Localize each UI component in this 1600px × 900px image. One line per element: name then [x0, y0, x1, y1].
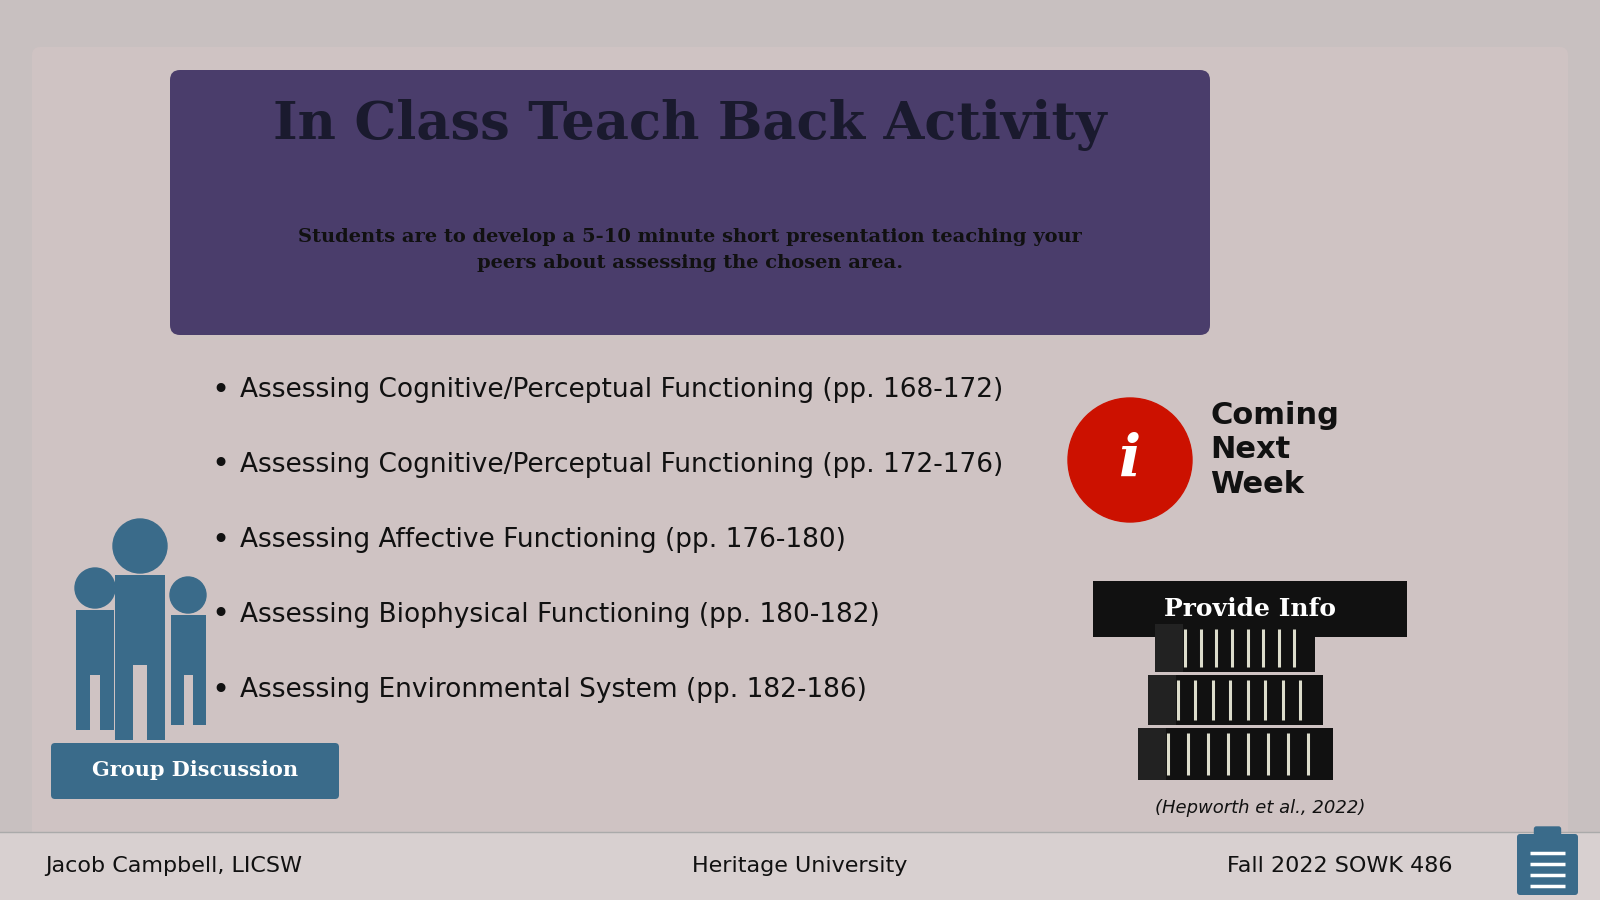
Bar — [0, 832, 1600, 900]
FancyBboxPatch shape — [1534, 827, 1560, 845]
Text: •: • — [211, 600, 229, 629]
Text: Students are to develop a 5-10 minute short presentation teaching your
peers abo: Students are to develop a 5-10 minute sh… — [298, 228, 1082, 272]
Bar — [1147, 675, 1323, 725]
Bar — [147, 665, 165, 740]
Text: (Hepworth et al., 2022): (Hepworth et al., 2022) — [1155, 799, 1365, 817]
Text: In Class Teach Back Activity: In Class Teach Back Activity — [274, 99, 1107, 151]
Text: •: • — [211, 676, 229, 705]
Text: Assessing Environmental System (pp. 182-186): Assessing Environmental System (pp. 182-… — [240, 677, 867, 703]
Bar — [1138, 728, 1165, 780]
Text: i: i — [1118, 432, 1141, 488]
Text: Assessing Biophysical Functioning (pp. 180-182): Assessing Biophysical Functioning (pp. 1… — [240, 602, 880, 628]
Bar — [1147, 675, 1176, 725]
Text: •: • — [211, 526, 229, 554]
Text: Group Discussion: Group Discussion — [91, 760, 298, 780]
Text: Fall 2022 SOWK 486: Fall 2022 SOWK 486 — [1227, 856, 1453, 876]
FancyBboxPatch shape — [77, 610, 114, 675]
Bar — [77, 675, 90, 730]
Bar — [1155, 624, 1182, 672]
FancyBboxPatch shape — [51, 743, 339, 799]
Circle shape — [1069, 398, 1192, 522]
Bar — [99, 675, 114, 730]
FancyBboxPatch shape — [1517, 834, 1578, 895]
FancyBboxPatch shape — [32, 47, 1568, 853]
Text: Assessing Cognitive/Perceptual Functioning (pp. 168-172): Assessing Cognitive/Perceptual Functioni… — [240, 377, 1003, 403]
Text: Assessing Cognitive/Perceptual Functioning (pp. 172-176): Assessing Cognitive/Perceptual Functioni… — [240, 452, 1003, 478]
Text: •: • — [211, 375, 229, 404]
FancyBboxPatch shape — [170, 70, 1210, 335]
Text: Assessing Affective Functioning (pp. 176-180): Assessing Affective Functioning (pp. 176… — [240, 527, 846, 553]
FancyBboxPatch shape — [115, 575, 165, 665]
Bar — [1155, 624, 1315, 672]
Text: Provide Info: Provide Info — [1165, 597, 1336, 621]
FancyBboxPatch shape — [1093, 581, 1406, 637]
Text: Heritage University: Heritage University — [693, 856, 907, 876]
Bar — [115, 665, 133, 740]
FancyBboxPatch shape — [171, 615, 205, 675]
Bar — [1138, 728, 1333, 780]
Text: •: • — [211, 451, 229, 480]
Circle shape — [75, 568, 115, 608]
Bar — [171, 675, 184, 725]
Bar — [192, 675, 205, 725]
Text: Jacob Campbell, LICSW: Jacob Campbell, LICSW — [45, 856, 302, 876]
Text: Coming
Next
Week: Coming Next Week — [1210, 400, 1339, 500]
Circle shape — [114, 519, 166, 573]
Circle shape — [170, 577, 206, 613]
